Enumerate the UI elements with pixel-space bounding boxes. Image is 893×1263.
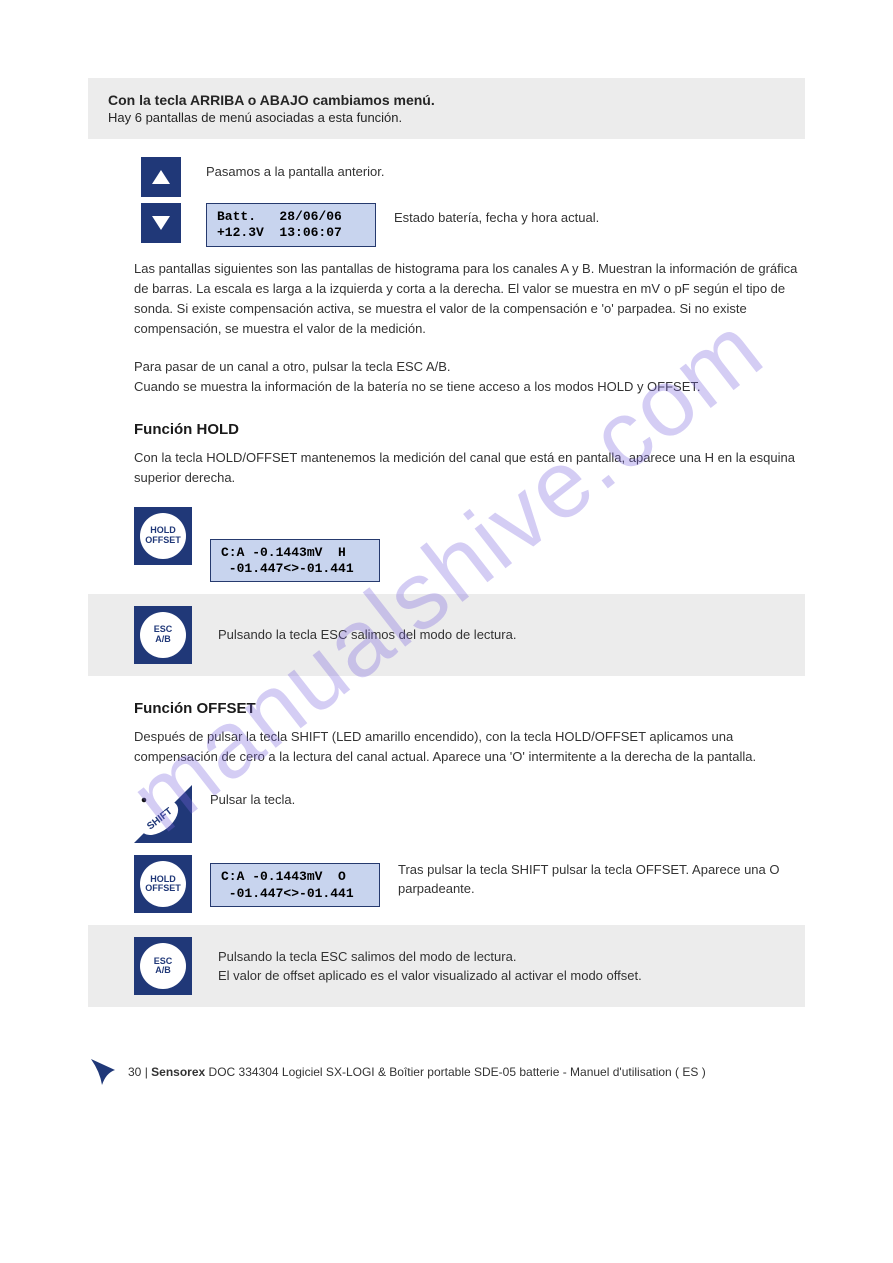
row-arrow-up: Pasamos a la pantalla anterior. [88, 157, 805, 197]
arrow-down-icon [141, 203, 181, 243]
strip-esc-1: ESC A/B Pulsando la tecla ESC salimos de… [88, 594, 805, 676]
heading-hold: Función HOLD [88, 421, 805, 438]
offset-text-2: Tras pulsar la tecla SHIFT pulsar la tec… [398, 855, 805, 899]
esc1-text: Pulsando la tecla ESC salimos del modo d… [218, 626, 785, 645]
shift-button-icon: SHIFT [134, 785, 192, 843]
footer-logo-icon [88, 1057, 118, 1087]
banner-sub: Hay 6 pantallas de menú asociadas a esta… [108, 110, 785, 125]
hold-offset-button-icon-2: HOLD OFFSET [134, 855, 192, 913]
hold-paragraph: Con la tecla HOLD/OFFSET mantenemos la m… [88, 448, 805, 488]
offset-label: OFFSET [145, 536, 181, 546]
lcd-offset: C:A -0.1443mV O -01.447<>-01.441 [210, 863, 380, 907]
page-footer: 30 | Sensorex DOC 334304 Logiciel SX-LOG… [88, 1057, 805, 1087]
esc2-line2: El valor de offset aplicado es el valor … [218, 966, 785, 986]
arrow-up-icon [141, 157, 181, 197]
shift-text: Pulsar la tecla. [210, 785, 805, 810]
lcd1-line1: Batt. 28/06/06 [217, 209, 342, 224]
esc-button-icon-2: ESC A/B [134, 937, 192, 995]
arrow-down-text: Estado batería, fecha y hora actual. [394, 203, 805, 228]
row-hold: HOLD OFFSET C:A -0.1443mV H -01.447<>-01… [88, 507, 805, 583]
lcd-battery: Batt. 28/06/06 +12.3V 13:06:07 [206, 203, 376, 247]
footer-brand: Sensorex [151, 1065, 205, 1079]
channel-paragraph: Para pasar de un canal a otro, pulsar la… [88, 357, 805, 397]
lcd-hold: C:A -0.1443mV H -01.447<>-01.441 [210, 539, 380, 583]
row-offset: HOLD OFFSET C:A -0.1443mV O -01.447<>-01… [88, 855, 805, 913]
offset-paragraph: Después de pulsar la tecla SHIFT (LED am… [88, 727, 805, 767]
ab-label: A/B [155, 635, 171, 645]
lcd3-line2: -01.447<>-01.441 [221, 886, 354, 901]
esc2-text: Pulsando la tecla ESC salimos del modo d… [218, 947, 785, 986]
row-shift: SHIFT Pulsar la tecla. [88, 785, 805, 843]
offset-label-2: OFFSET [145, 884, 181, 894]
esc2-line1: Pulsando la tecla ESC salimos del modo d… [218, 947, 785, 967]
heading-offset: Función OFFSET [88, 700, 805, 717]
arrow-up-text: Pasamos a la pantalla anterior. [206, 157, 805, 182]
esc-button-icon: ESC A/B [134, 606, 192, 664]
lcd3-line1: C:A -0.1443mV O [221, 869, 346, 884]
footer-page: 30 [128, 1065, 141, 1079]
instruction-banner: Con la tecla ARRIBA o ABAJO cambiamos me… [88, 78, 805, 139]
histogram-paragraph: Las pantallas siguientes son las pantall… [88, 259, 805, 340]
lcd2-line1: C:A -0.1443mV H [221, 545, 346, 560]
row-arrow-down: Batt. 28/06/06 +12.3V 13:06:07 Estado ba… [88, 203, 805, 247]
footer-doc: DOC 334304 Logiciel SX-LOGI & Boîtier po… [209, 1065, 706, 1079]
lcd2-line2: -01.447<>-01.441 [221, 561, 354, 576]
strip-esc-2: ESC A/B Pulsando la tecla ESC salimos de… [88, 925, 805, 1007]
banner-title: Con la tecla ARRIBA o ABAJO cambiamos me… [108, 92, 785, 108]
lcd1-line2: +12.3V 13:06:07 [217, 225, 342, 240]
footer-text: 30 | Sensorex DOC 334304 Logiciel SX-LOG… [128, 1065, 706, 1079]
ab-label-2: A/B [155, 966, 171, 976]
hold-offset-button-icon: HOLD OFFSET [134, 507, 192, 565]
